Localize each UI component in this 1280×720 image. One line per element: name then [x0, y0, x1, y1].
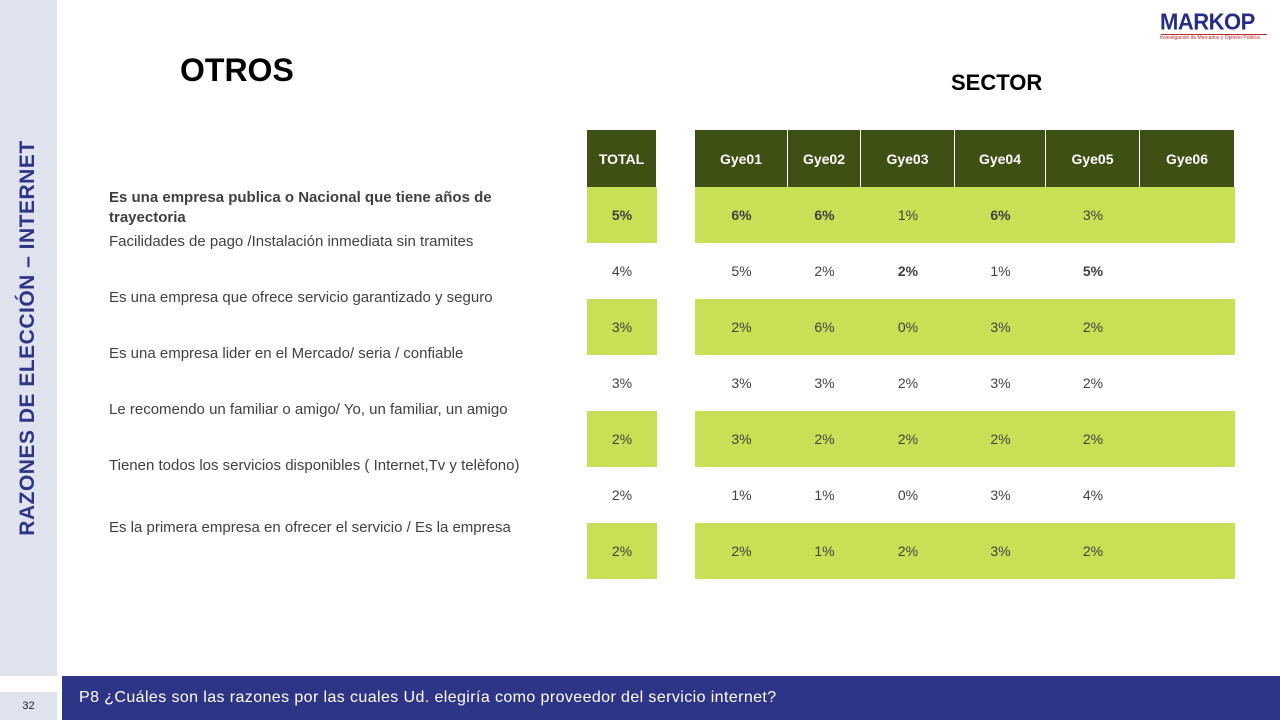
row-band-total — [587, 523, 657, 579]
cell-value: 2% — [731, 319, 752, 335]
side-title: RAZONES DE ELECCIÓN – INTERNET — [16, 140, 39, 536]
cell-total: 2% — [611, 543, 633, 559]
header-sector: Gye06 — [1140, 130, 1235, 187]
page-title: OTROS — [180, 52, 294, 88]
cell-total: 2% — [611, 487, 633, 503]
cell-value — [1140, 187, 1235, 243]
cell-value: 6% — [814, 319, 835, 335]
cell-total: 2% — [611, 431, 633, 447]
row-label: Le recomendo un familiar o amigo/ Yo, un… — [109, 401, 508, 418]
row-band-sectors — [695, 187, 1235, 243]
cell-value — [1140, 243, 1235, 299]
header-sector: Gye04 — [955, 130, 1046, 187]
row-label: Es una empresa lider en el Mercado/ seri… — [109, 345, 464, 362]
row-band-sectors — [695, 523, 1235, 579]
cell-value — [1140, 411, 1235, 467]
row-band-sectors — [695, 299, 1235, 355]
header-sector: Gye02 — [788, 130, 861, 187]
page-number: 32 — [0, 692, 57, 720]
cell-value: 2% — [1082, 431, 1104, 447]
cell-value: 2% — [814, 431, 835, 447]
cell-value: 2% — [1082, 319, 1104, 335]
cell-value: 2% — [897, 431, 919, 447]
row-band-total — [587, 299, 657, 355]
cell-value: 0% — [897, 319, 919, 335]
cell-value: 3% — [731, 431, 752, 447]
question-footer: P8 ¿Cuáles son las razones por las cuale… — [62, 676, 1280, 720]
cell-value: 3% — [814, 375, 835, 391]
cell-value: 3% — [990, 487, 1011, 503]
cell-value: 1% — [731, 487, 752, 503]
cell-value — [1140, 355, 1235, 411]
cell-value: 4% — [1082, 487, 1104, 503]
cell-value: 2% — [814, 263, 835, 279]
cell-value: 0% — [897, 487, 919, 503]
side-band: RAZONES DE ELECCIÓN – INTERNET — [0, 0, 57, 676]
cell-value: 2% — [1082, 375, 1104, 391]
cell-value: 2% — [897, 263, 919, 279]
cell-value: 6% — [990, 207, 1011, 223]
cell-value: 3% — [990, 375, 1011, 391]
header-total: TOTAL — [587, 130, 657, 187]
cell-value: 1% — [897, 207, 919, 223]
header-sector: Gye05 — [1046, 130, 1140, 187]
logo-text: MARKOP — [1160, 8, 1255, 35]
cell-total: 5% — [611, 207, 633, 223]
sector-label: SECTOR — [951, 70, 1043, 95]
cell-value: 2% — [731, 543, 752, 559]
cell-value: 6% — [731, 207, 752, 223]
logo-underline — [1161, 34, 1267, 35]
cell-value — [1140, 523, 1235, 579]
logo-subtitle: Investigación de Mercados y Opinión Públ… — [1160, 35, 1260, 41]
cell-value: 1% — [814, 543, 835, 559]
cell-value: 3% — [990, 543, 1011, 559]
cell-value — [1140, 467, 1235, 523]
cell-total: 4% — [611, 263, 633, 279]
row-band-sectors — [695, 411, 1235, 467]
cell-value: 2% — [1082, 543, 1104, 559]
cell-value: 5% — [731, 263, 752, 279]
cell-value: 5% — [1082, 263, 1104, 279]
cell-value: 2% — [897, 375, 919, 391]
row-band-total — [587, 187, 657, 243]
cell-value: 2% — [897, 543, 919, 559]
row-label: Es una empresa que ofrece servicio garan… — [109, 289, 493, 306]
row-band-total — [587, 411, 657, 467]
row-label: Tienen todos los servicios disponibles (… — [109, 457, 520, 474]
cell-value — [1140, 299, 1235, 355]
row-label: Es una empresa publica o Nacional que ti… — [109, 189, 492, 226]
cell-value: 3% — [1082, 207, 1104, 223]
row-label: Es la primera empresa en ofrecer el serv… — [109, 519, 511, 536]
row-label: Facilidades de pago /Instalación inmedia… — [109, 233, 474, 250]
header-sector: Gye01 — [695, 130, 788, 187]
cell-value: 6% — [814, 207, 835, 223]
cell-value: 3% — [731, 375, 752, 391]
cell-value: 3% — [990, 319, 1011, 335]
cell-total: 3% — [611, 319, 633, 335]
markop-logo: MARKOP Investigación de Mercados y Opini… — [1160, 8, 1270, 48]
cell-value: 2% — [990, 431, 1011, 447]
header-sector: Gye03 — [861, 130, 955, 187]
cell-value: 1% — [814, 487, 835, 503]
cell-total: 3% — [611, 375, 633, 391]
cell-value: 1% — [990, 263, 1011, 279]
